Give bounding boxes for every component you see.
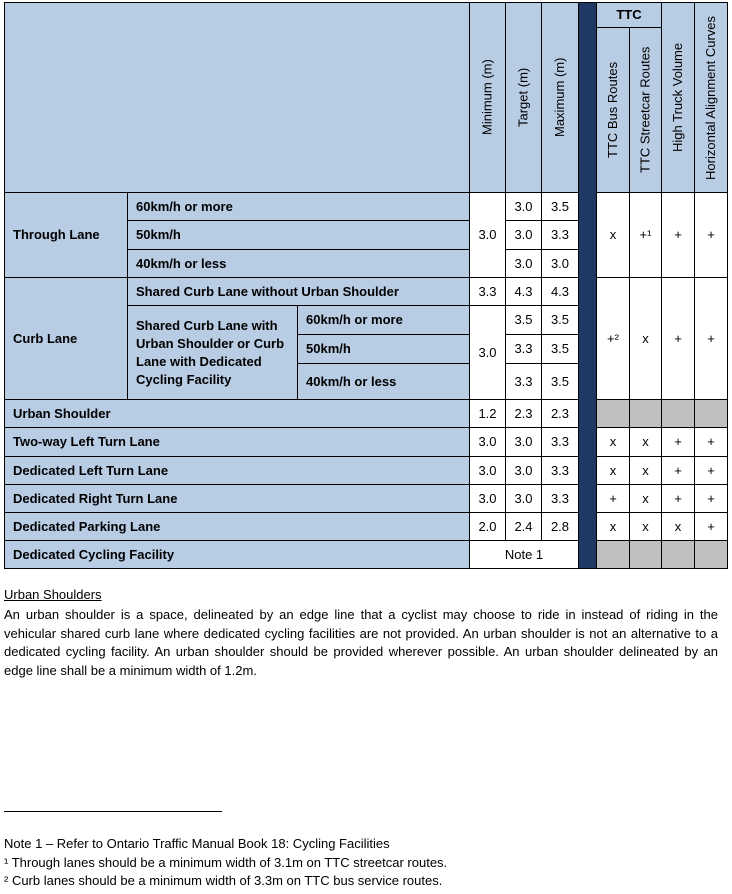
row-label: Through Lane <box>4 192 128 278</box>
row-label: Dedicated Right Turn Lane <box>4 484 470 513</box>
flag-cell: + <box>694 427 728 457</box>
value-cell: 3.5 <box>541 363 579 400</box>
section-paragraph: An urban shoulder is a space, delineated… <box>4 607 718 678</box>
flag-cell: + <box>661 456 695 485</box>
row-label: Dedicated Left Turn Lane <box>4 456 470 485</box>
value-cell: 2.3 <box>505 399 542 428</box>
row-label: Two-way Left Turn Lane <box>4 427 470 457</box>
value-cell: 3.3 <box>541 484 579 513</box>
flag-cell: + <box>661 277 695 400</box>
flag-cell: + <box>694 192 728 278</box>
value-cell: 3.3 <box>541 427 579 457</box>
column-header: Horizontal Alignment Curves <box>694 2 728 193</box>
flag-cell: + <box>596 484 630 513</box>
separator-column <box>578 2 597 569</box>
flag-cell: +² <box>596 277 630 400</box>
row-label: Dedicated Cycling Facility <box>4 540 470 569</box>
sub-label: 50km/h <box>127 220 470 250</box>
flag-cell: + <box>694 512 728 541</box>
value-cell: 3.3 <box>541 456 579 485</box>
header-cell <box>4 2 470 193</box>
sub-label: Shared Curb Lane without Urban Shoulder <box>127 277 470 306</box>
value-cell: 3.0 <box>469 427 506 457</box>
footnote-rule <box>4 811 222 812</box>
flag-cell: + <box>694 456 728 485</box>
sub-label: Shared Curb Lane with Urban Shoulder or … <box>127 305 298 400</box>
value-cell: 3.5 <box>541 305 579 335</box>
value-cell: 3.3 <box>505 334 542 364</box>
row-label: Curb Lane <box>4 277 128 400</box>
empty-cell <box>661 540 695 569</box>
empty-cell <box>629 399 662 428</box>
flag-cell: + <box>694 277 728 400</box>
value-cell: 2.8 <box>541 512 579 541</box>
flag-cell: + <box>694 484 728 513</box>
empty-cell <box>694 540 728 569</box>
sub-label: 60km/h or more <box>297 305 470 335</box>
value-cell: 2.4 <box>505 512 542 541</box>
footnote: Note 1 – Refer to Ontario Traffic Manual… <box>4 836 390 851</box>
value-cell: 3.0 <box>469 305 506 400</box>
column-header: TTC Streetcar Routes <box>629 27 662 193</box>
value-cell: 3.0 <box>505 456 542 485</box>
value-cell: 3.0 <box>505 192 542 221</box>
value-cell: 3.5 <box>541 192 579 221</box>
value-cell: 3.5 <box>505 305 542 335</box>
flag-cell: x <box>596 427 630 457</box>
flag-cell: x <box>596 512 630 541</box>
sub-label: 50km/h <box>297 334 470 364</box>
column-header: Minimum (m) <box>469 2 506 193</box>
value-cell: 3.0 <box>505 220 542 250</box>
column-header: TTC Bus Routes <box>596 27 630 193</box>
value-cell: 1.2 <box>469 399 506 428</box>
value-cell: 2.3 <box>541 399 579 428</box>
value-cell: 4.3 <box>541 277 579 306</box>
section-heading: Urban Shoulders <box>4 587 102 602</box>
note-cell: Note 1 <box>469 540 579 569</box>
value-cell: 3.3 <box>469 277 506 306</box>
empty-cell <box>596 399 630 428</box>
flag-cell: x <box>596 192 630 278</box>
value-cell: 3.0 <box>469 456 506 485</box>
group-header: TTC <box>596 2 662 28</box>
empty-cell <box>694 399 728 428</box>
column-header: Maximum (m) <box>541 2 579 193</box>
flag-cell: + <box>661 427 695 457</box>
flag-cell: x <box>629 456 662 485</box>
value-cell: 3.0 <box>505 427 542 457</box>
column-header: High Truck Volume <box>661 2 695 193</box>
value-cell: 4.3 <box>505 277 542 306</box>
flag-cell: x <box>629 277 662 400</box>
value-cell: 3.0 <box>469 192 506 278</box>
empty-cell <box>596 540 630 569</box>
footnote: ¹ Through lanes should be a minimum widt… <box>4 855 448 870</box>
value-cell: 3.0 <box>469 484 506 513</box>
flag-cell: x <box>629 512 662 541</box>
footnote: ² Curb lanes should be a minimum width o… <box>4 873 443 888</box>
value-cell: 3.0 <box>541 249 579 278</box>
flag-cell: + <box>661 484 695 513</box>
sub-label: 40km/h or less <box>127 249 470 278</box>
flag-cell: + <box>661 192 695 278</box>
flag-cell: x <box>629 484 662 513</box>
flag-cell: x <box>596 456 630 485</box>
sub-label: 40km/h or less <box>297 363 470 400</box>
column-header: Target (m) <box>505 2 542 193</box>
empty-cell <box>629 540 662 569</box>
sub-label: 60km/h or more <box>127 192 470 221</box>
flag-cell: +¹ <box>629 192 662 278</box>
value-cell: 2.0 <box>469 512 506 541</box>
row-label: Urban Shoulder <box>4 399 470 428</box>
row-label: Dedicated Parking Lane <box>4 512 470 541</box>
value-cell: 3.5 <box>541 334 579 364</box>
empty-cell <box>661 399 695 428</box>
flag-cell: x <box>661 512 695 541</box>
flag-cell: x <box>629 427 662 457</box>
value-cell: 3.0 <box>505 249 542 278</box>
value-cell: 3.0 <box>505 484 542 513</box>
value-cell: 3.3 <box>541 220 579 250</box>
value-cell: 3.3 <box>505 363 542 400</box>
